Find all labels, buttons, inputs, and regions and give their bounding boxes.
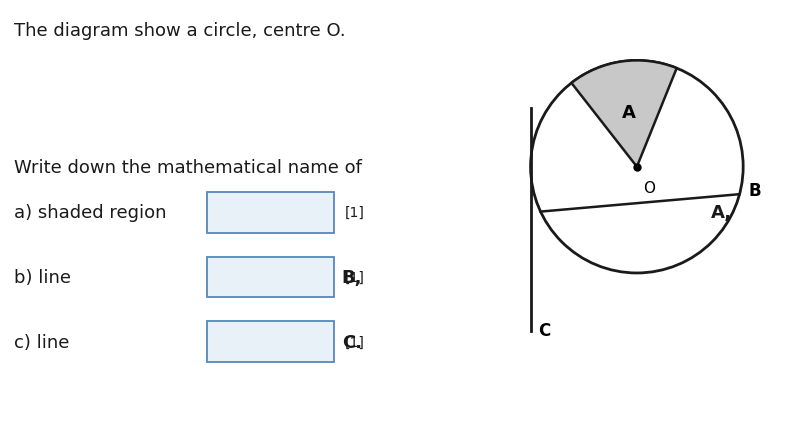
Text: O: O (643, 181, 655, 196)
Text: C: C (538, 321, 551, 339)
Text: b) line: b) line (13, 268, 76, 286)
Text: [1]: [1] (345, 206, 365, 220)
FancyBboxPatch shape (207, 322, 334, 362)
Text: [1]: [1] (345, 335, 365, 349)
Text: A: A (623, 104, 636, 122)
Text: [1]: [1] (345, 270, 365, 284)
Text: a) shaded region: a) shaded region (13, 204, 172, 222)
Wedge shape (571, 61, 676, 167)
FancyBboxPatch shape (207, 193, 334, 233)
Text: A,: A, (711, 204, 732, 222)
Text: c) line: c) line (13, 333, 74, 351)
Text: The diagram show a circle, centre O.: The diagram show a circle, centre O. (13, 22, 345, 40)
Text: Write down the mathematical name of: Write down the mathematical name of (13, 159, 361, 177)
FancyBboxPatch shape (207, 257, 334, 298)
Text: B,: B, (342, 268, 362, 286)
Text: C.: C. (342, 333, 362, 351)
Text: B: B (748, 181, 761, 200)
